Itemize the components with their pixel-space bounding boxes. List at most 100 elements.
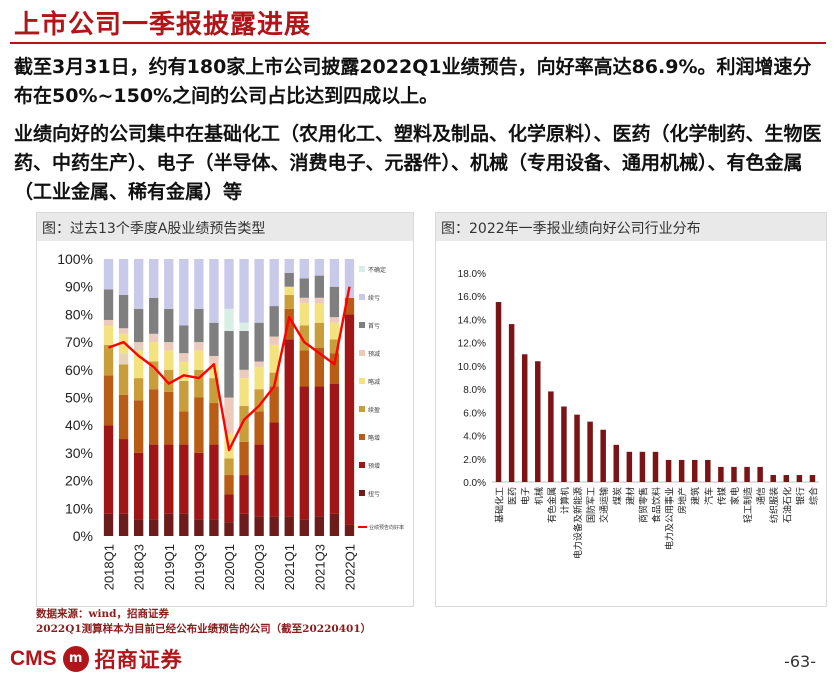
stacked-bar-segment (314, 303, 325, 323)
stacked-bar-segment (299, 303, 309, 326)
stacked-bar-segment (239, 378, 249, 406)
legend-label: 首亏 (368, 322, 380, 330)
industry-bar (535, 361, 541, 482)
x-tick-label: 计算机 (559, 487, 571, 514)
stacked-bar-segment (194, 350, 204, 370)
x-tick-label: 2018Q3 (132, 544, 147, 590)
stacked-bar-segment (284, 272, 294, 287)
legend-label: 不确定 (368, 266, 386, 274)
stacked-bar-segment (239, 441, 249, 476)
x-tick-label: 基础化工 (494, 487, 506, 523)
x-tick-label: 交通运输 (598, 487, 610, 523)
stacked-bar-segment (329, 259, 340, 287)
stacked-bar-segment (224, 522, 234, 536)
industry-bar (744, 466, 750, 482)
stacked-bar-segment (329, 322, 340, 340)
stacked-bar-segment (269, 386, 279, 423)
stacked-bar-segment (133, 308, 144, 343)
sample-note: 2022Q1测算样本为目前已经公布业绩预告的公司（截至20220401） (36, 623, 372, 635)
summary-paragraph-1: 截至3月31日，约有180家上市公司披露2022Q1业绩预告，向好率高达86.9… (14, 56, 812, 107)
stacked-bar-segment (314, 347, 325, 387)
stacked-bar-segment (179, 513, 189, 536)
x-tick-label: 食品饮料 (651, 487, 663, 523)
stacked-bar-segment (239, 475, 249, 514)
legend-label: 续亏 (368, 294, 380, 302)
stacked-bar-segment (209, 322, 219, 356)
x-tick-label: 综合 (807, 487, 819, 505)
stacked-bar-segment (224, 494, 234, 523)
stacked-bar-segment (164, 369, 174, 392)
industry-bar (508, 324, 515, 482)
stacked-bar-segment (194, 452, 204, 520)
legend-label: 略减 (368, 378, 380, 386)
stacked-bar-segment (299, 297, 309, 304)
stacked-bar-segment (239, 322, 249, 332)
legend-swatch (359, 490, 365, 496)
y-tick-label: 80% (65, 306, 93, 322)
stacked-bar-segment (254, 361, 264, 368)
stacked-bar-segment (164, 513, 174, 536)
stacked-bar-segment (118, 259, 129, 296)
y-tick-label: 0% (73, 528, 93, 544)
stacked-bar-segment (133, 342, 144, 351)
company-logo: CMS m 招商证券 (10, 644, 183, 674)
industry-distribution-bar-chart: 0.0% 2.0% 4.0% 6.0% 8.0% 10.0% 12.0% 14.0% 16.0%… (458, 269, 820, 559)
y-tick-label: 20% (65, 473, 93, 489)
x-tick-label: 建筑 (690, 487, 702, 505)
stacked-bar-segment (344, 524, 355, 536)
legend-swatch (359, 322, 365, 328)
stacked-bar-segment (299, 278, 309, 298)
stacked-bar-segment (299, 259, 309, 279)
x-tick-label: 2021Q1 (282, 544, 297, 590)
stacked-bar-segment (194, 308, 204, 343)
chart-header: 图：2022年一季报业绩向好公司行业分布 (436, 213, 826, 241)
legend-swatch (359, 378, 365, 384)
y-tick-label: 40% (65, 417, 93, 433)
x-tick-label: 2022Q1 (342, 544, 357, 590)
stacked-bar-segment (284, 308, 294, 340)
stacked-bar-segment (194, 519, 204, 536)
stacked-bar-segment (284, 339, 294, 517)
logo-badge-icon: m (62, 646, 89, 672)
x-tick-label: 有色金属 (546, 487, 558, 523)
industry-bar (652, 451, 659, 482)
stacked-bar-segment (209, 259, 219, 323)
y-tick-label: 50% (65, 390, 93, 406)
stacked-bar-segment (224, 458, 234, 476)
x-tick-label: 家电 (729, 487, 741, 505)
stacked-bar-segment (224, 475, 234, 495)
stacked-bar-segment (329, 513, 340, 536)
x-tick-label: 国防军工 (585, 487, 597, 523)
stacked-bar-segment (209, 444, 219, 520)
stacked-bar-segment (314, 516, 325, 536)
y-tick-label: 70% (65, 334, 93, 350)
x-tick-label: 电力及公用事业 (664, 487, 676, 550)
x-tick-label: 2018Q1 (102, 544, 117, 590)
industry-bar (521, 354, 528, 482)
stacked-bar-segment (103, 319, 114, 326)
stacked-bar-segment (179, 353, 189, 362)
stacked-bar-segment (224, 308, 234, 332)
stacked-bar-segment (179, 259, 189, 326)
stacked-bar-segment (194, 369, 204, 398)
industry-bar (495, 302, 502, 482)
legend-swatch (359, 462, 365, 468)
chart-title: 图：2022年一季报业绩向好公司行业分布 (441, 221, 701, 237)
stacked-bar-segment (118, 364, 129, 395)
x-tick-label: 商贸零售 (637, 487, 649, 523)
industry-bar (626, 451, 633, 482)
industry-bar (770, 475, 776, 482)
industry-bar (796, 475, 803, 482)
x-tick-label: 传媒 (716, 487, 728, 505)
stacked-bar-segment (254, 516, 264, 536)
x-tick-label: 房地产 (677, 487, 689, 514)
stacked-bar-segment (103, 425, 114, 514)
stacked-bar-segment (344, 259, 355, 298)
x-tick-label: 2020Q1 (222, 544, 237, 590)
stacked-bar-segment (164, 259, 174, 309)
logo-text: CMS (10, 647, 57, 670)
stacked-bar-segment (314, 322, 325, 348)
stacked-bar-segment (209, 378, 219, 404)
stacked-bar-segment (239, 331, 249, 370)
industry-bar (600, 429, 606, 482)
